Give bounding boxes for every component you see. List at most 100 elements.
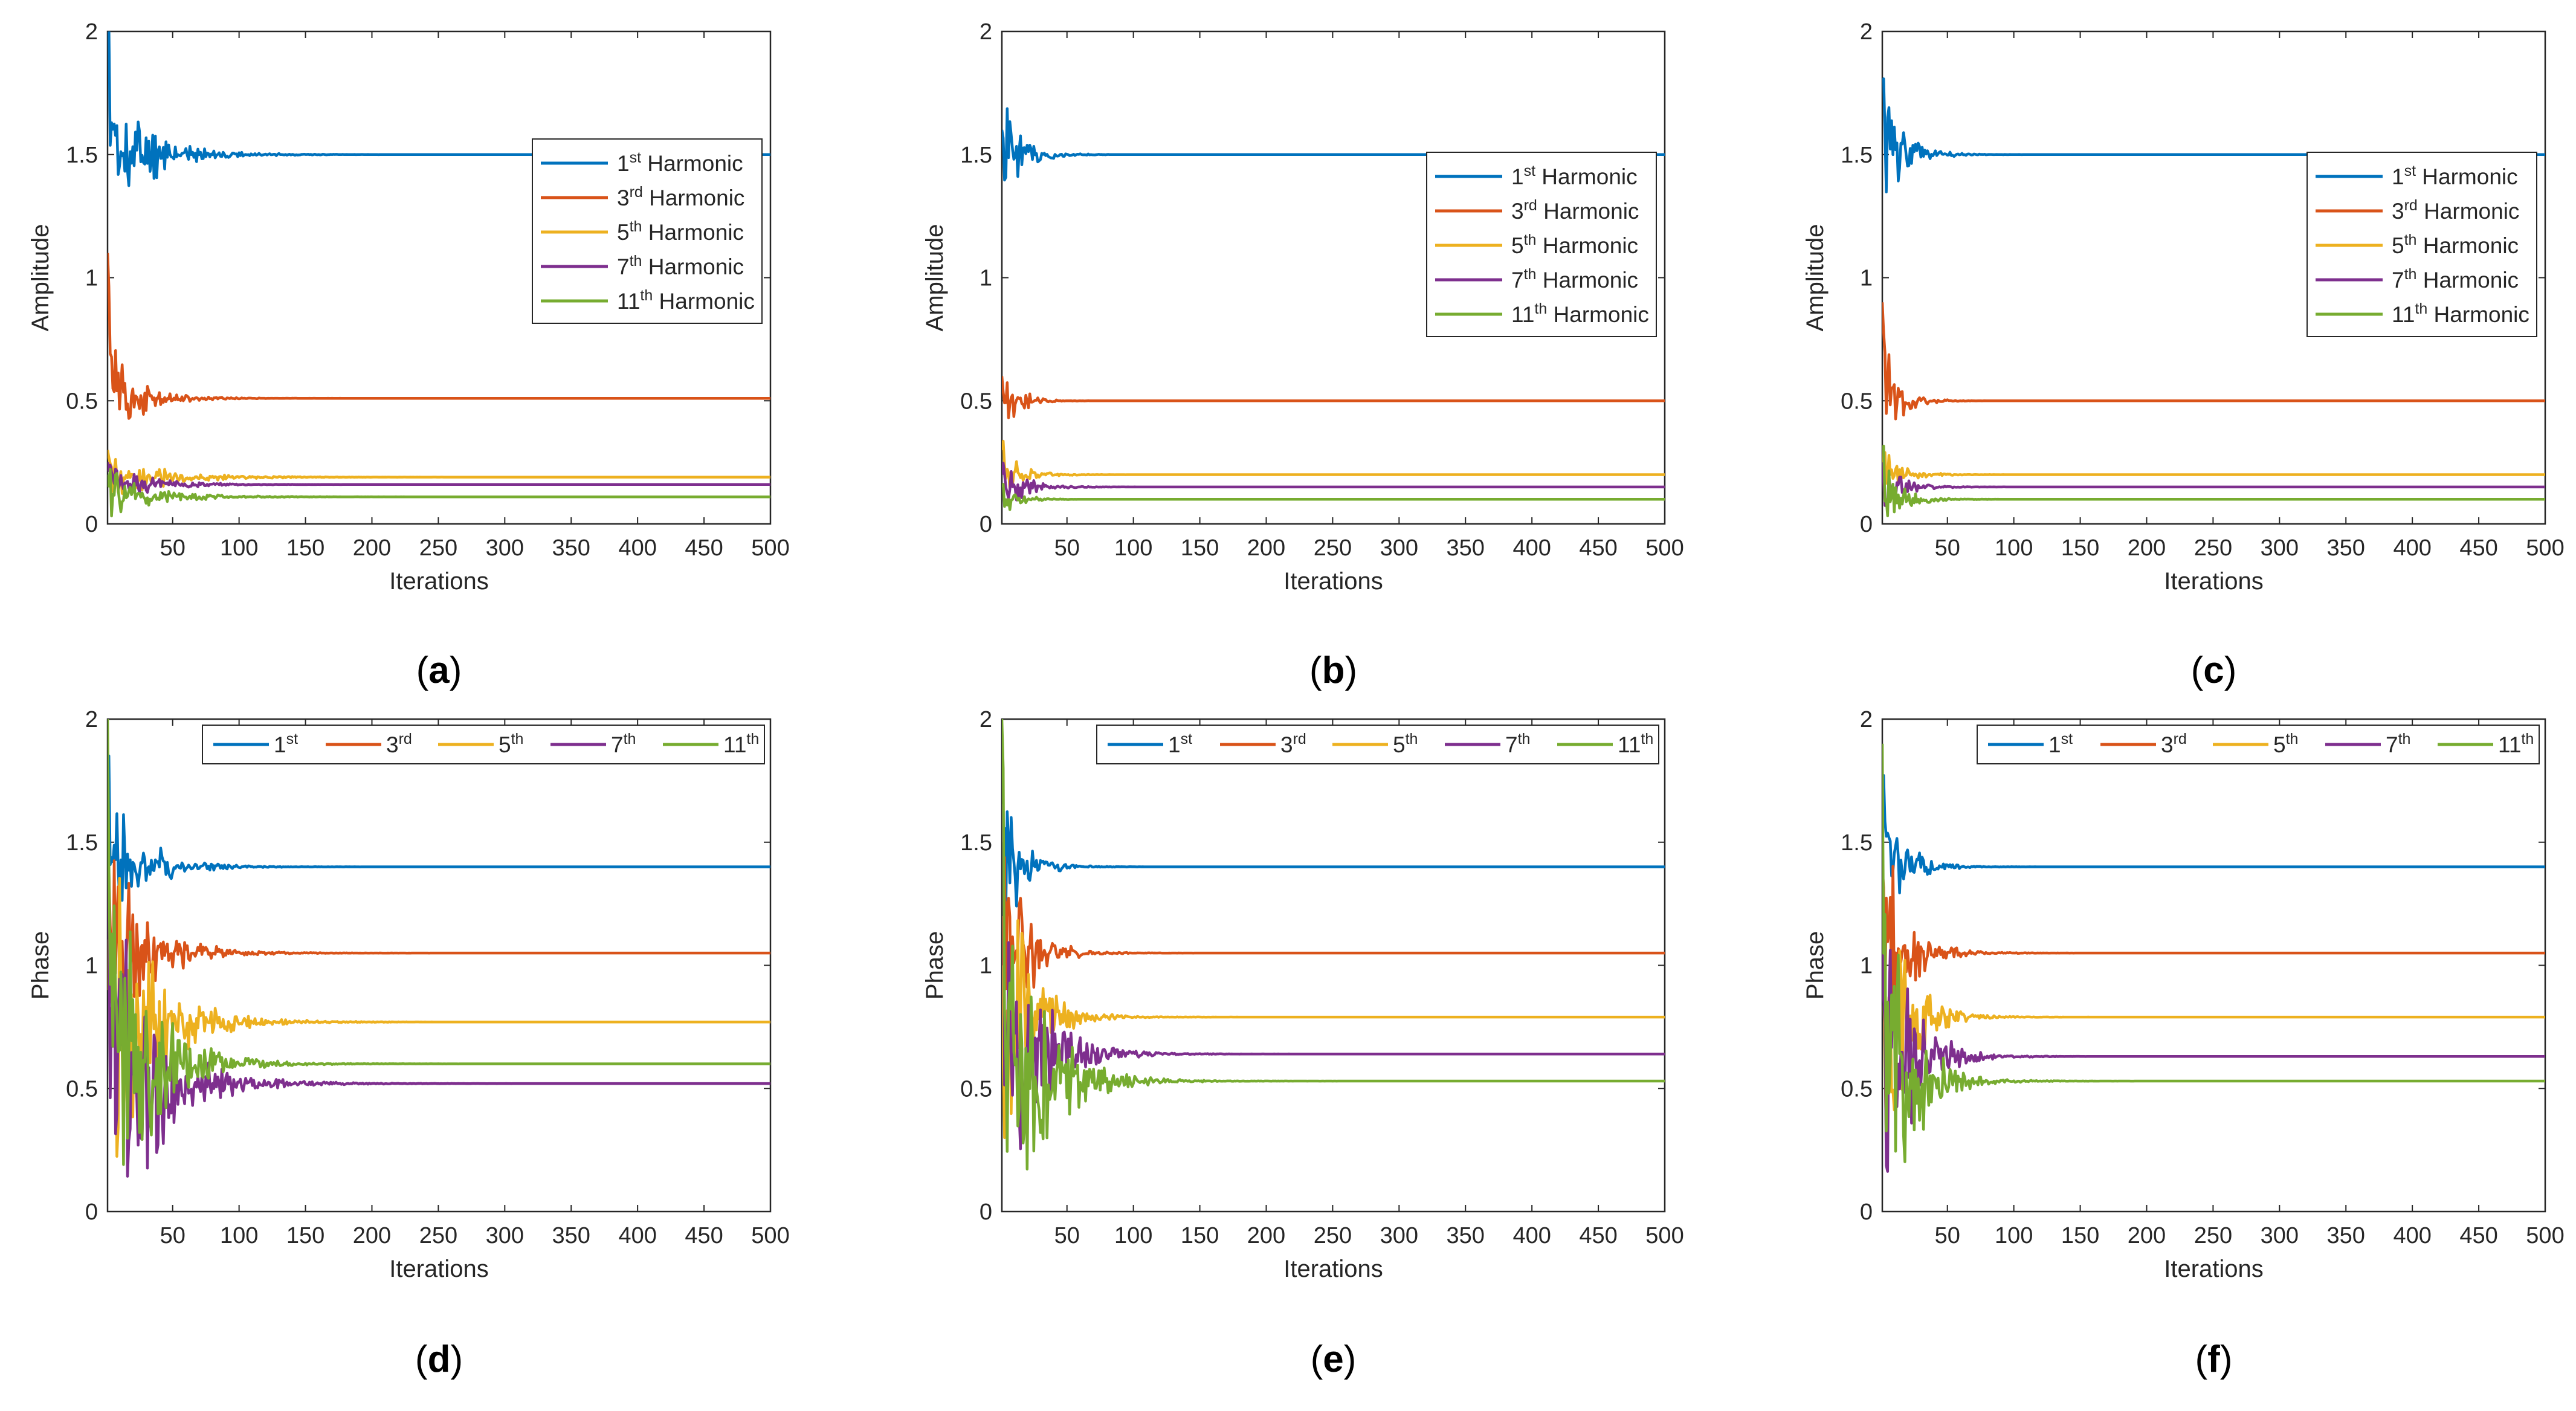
x-tick-label: 200	[353, 1223, 391, 1248]
series-line-third	[1882, 302, 2545, 421]
y-tick-label: 1.5	[960, 143, 992, 168]
series-line-fifth	[1882, 450, 2545, 485]
y-tick-label: 2	[85, 707, 98, 732]
legend-label-third: 3rd	[2161, 731, 2187, 757]
x-tick-label: 200	[2128, 535, 2166, 561]
x-tick-label: 300	[1380, 535, 1418, 561]
legend-label-first: 1st Harmonic	[1511, 163, 1638, 189]
x-tick-label: 100	[1995, 1223, 2033, 1248]
x-tick-label: 450	[1579, 535, 1617, 561]
series-line-seventh	[108, 842, 770, 1178]
y-tick-label: 1.5	[960, 830, 992, 856]
x-tick-label: 250	[2194, 1223, 2232, 1248]
y-tick-label: 2	[85, 19, 98, 45]
x-tick-label: 500	[1645, 1223, 1683, 1248]
series-line-seventh	[1002, 462, 1665, 502]
legend-label-first: 1st	[2048, 731, 2073, 757]
y-axis-label: Phase	[922, 931, 948, 999]
x-tick-label: 100	[1114, 535, 1152, 561]
series-line-third	[108, 859, 770, 1039]
legend: 1st 3rd 5th 7th 11th	[1977, 725, 2540, 764]
series-group	[1002, 107, 1665, 511]
legend-label-third: 3rd	[1280, 731, 1306, 757]
legend: 1st Harmonic 3rd Harmonic 5th Harmonic 7th …	[532, 138, 763, 324]
x-tick-label: 450	[2459, 1223, 2497, 1248]
y-tick-label: 0	[1860, 512, 1873, 537]
legend: 1st 3rd 5th 7th 11th	[202, 725, 765, 764]
y-tick-label: 2	[1860, 19, 1873, 45]
panel-caption: (b)	[1309, 650, 1357, 691]
x-tick-label: 200	[2128, 1223, 2166, 1248]
legend-label-third: 3rd Harmonic	[2392, 197, 2519, 224]
series-line-fifth	[1002, 439, 1665, 490]
series-line-fifth	[1002, 919, 1665, 1140]
legend: 1st Harmonic 3rd Harmonic 5th Harmonic 7th …	[1426, 152, 1657, 337]
x-tick-label: 500	[751, 535, 789, 561]
series-line-third	[1002, 376, 1665, 419]
x-tick-label: 250	[419, 1223, 457, 1248]
x-tick-label: 300	[2261, 1223, 2299, 1248]
y-tick-label: 1.5	[66, 143, 98, 168]
legend-label-seventh: 7th	[611, 731, 636, 757]
y-tick-label: 0.5	[960, 1076, 992, 1102]
panel-caption: (d)	[415, 1338, 463, 1380]
x-tick-label: 400	[2393, 535, 2431, 561]
panel-caption: (a)	[416, 650, 462, 691]
series-line-eleventh	[1882, 743, 2545, 1163]
x-tick-label: 150	[2061, 1223, 2099, 1248]
x-tick-label: 150	[286, 535, 324, 561]
x-tick-label: 50	[1935, 1223, 1960, 1248]
y-tick-label: 1.5	[1841, 143, 1873, 168]
x-axis-label: Iterations	[2164, 568, 2264, 595]
legend: 1st Harmonic 3rd Harmonic 5th Harmonic 7th …	[2306, 152, 2537, 337]
x-tick-label: 450	[685, 1223, 723, 1248]
x-axis-label: Iterations	[1283, 568, 1383, 595]
y-tick-label: 1.5	[1841, 830, 1873, 856]
x-tick-label: 50	[1935, 535, 1960, 561]
y-axis-label: Amplitude	[1802, 224, 1829, 332]
x-tick-label: 350	[1447, 535, 1485, 561]
x-tick-label: 450	[685, 535, 723, 561]
legend-label-fifth: 5th Harmonic	[2392, 231, 2519, 258]
series-line-fifth	[1882, 949, 2545, 1142]
legend-label-third: 3rd Harmonic	[1511, 197, 1639, 224]
x-tick-label: 300	[2261, 535, 2299, 561]
series-line-eleventh	[1882, 444, 2545, 517]
series-line-seventh	[1002, 803, 1665, 1151]
x-tick-label: 150	[1181, 535, 1219, 561]
legend: 1st 3rd 5th 7th 11th	[1096, 725, 1659, 764]
x-tick-label: 300	[1380, 1223, 1418, 1248]
x-tick-label: 150	[1181, 1223, 1219, 1248]
x-tick-label: 250	[1314, 1223, 1352, 1248]
x-tick-label: 500	[2526, 1223, 2564, 1248]
y-tick-label: 2	[1860, 707, 1873, 732]
y-tick-label: 0.5	[1841, 389, 1873, 414]
y-tick-label: 1	[1860, 954, 1873, 979]
x-tick-label: 150	[2061, 535, 2099, 561]
legend-label-seventh: 7th Harmonic	[1511, 266, 1638, 292]
plot-frame	[1881, 718, 2546, 1213]
legend-label-eleventh: 11th Harmonic	[617, 287, 755, 314]
x-tick-label: 100	[1995, 535, 2033, 561]
x-tick-label: 400	[2393, 1223, 2431, 1248]
x-tick-label: 300	[486, 1223, 524, 1248]
panel-caption: (f)	[2195, 1338, 2233, 1380]
legend-label-eleventh: 11th	[2498, 731, 2534, 757]
panel-caption: (e)	[1311, 1338, 1357, 1380]
series-line-eleventh	[108, 468, 770, 518]
x-tick-label: 100	[220, 535, 258, 561]
series-line-eleventh	[1002, 483, 1665, 511]
y-tick-label: 2	[980, 707, 992, 732]
y-tick-label: 0	[1860, 1200, 1873, 1225]
series-line-seventh	[1882, 915, 2545, 1173]
y-tick-label: 0	[980, 1200, 992, 1225]
legend-label-first: 1st	[274, 731, 298, 757]
x-tick-label: 500	[2526, 535, 2564, 561]
x-tick-label: 500	[751, 1223, 789, 1248]
x-tick-label: 350	[2327, 1223, 2365, 1248]
series-group	[108, 31, 770, 518]
series-line-seventh	[108, 462, 770, 494]
